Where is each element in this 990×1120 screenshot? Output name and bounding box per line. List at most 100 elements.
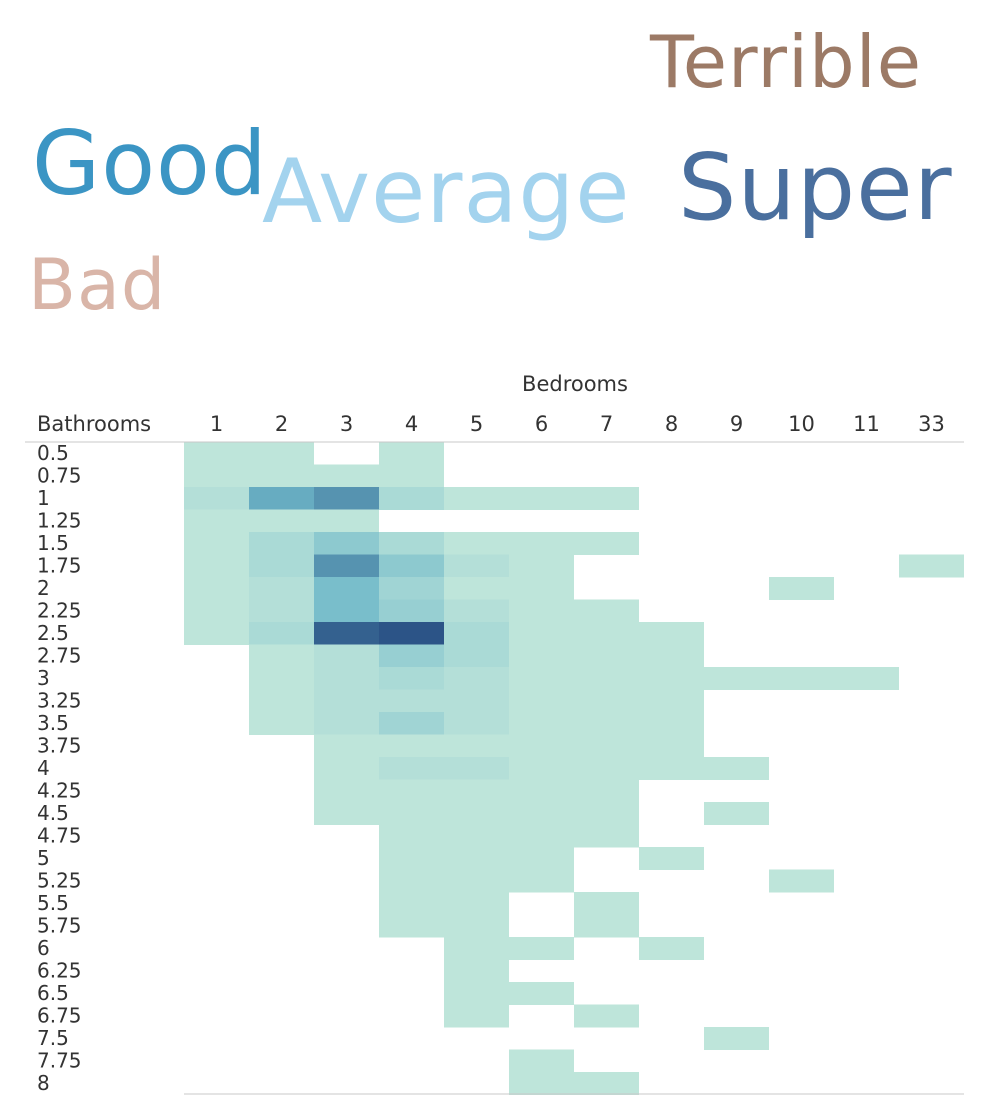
heatmap-cell <box>509 734 574 758</box>
heatmap-cell <box>379 622 444 645</box>
heatmap-cell <box>574 532 639 555</box>
heatmap-cell <box>574 757 639 780</box>
heatmap-cell <box>379 442 444 465</box>
heatmap-cell <box>379 779 444 803</box>
row-label: 3 <box>37 666 50 690</box>
heatmap-cell <box>509 847 574 870</box>
heatmap-cell <box>574 667 639 690</box>
row-label: 4.5 <box>37 801 69 825</box>
heatmap-cell <box>379 532 444 555</box>
heatmap-cell <box>444 577 509 600</box>
heatmap-cell <box>249 667 314 690</box>
heatmap-cell <box>249 599 314 623</box>
heatmap-cell <box>444 779 509 803</box>
heatmap-cell <box>704 757 769 780</box>
column-label: 8 <box>665 412 678 436</box>
heatmap-cell <box>249 509 314 533</box>
heatmap-cell <box>184 509 249 533</box>
column-label: 7 <box>600 412 613 436</box>
heatmap-cell <box>314 554 379 578</box>
heatmap-cell <box>314 622 379 645</box>
heatmap-cell <box>314 464 379 488</box>
heatmap-cell <box>379 712 444 735</box>
heatmap-cell <box>444 802 509 825</box>
heatmap-cell <box>184 577 249 600</box>
heatmap-cell <box>314 689 379 713</box>
heatmap-cell <box>444 869 509 893</box>
heatmap-cell <box>509 532 574 555</box>
heatmap-cell <box>444 622 509 645</box>
heatmap-cell <box>574 1072 639 1095</box>
row-label: 1 <box>37 486 50 510</box>
heatmap-cell <box>639 734 704 758</box>
heatmap-cell <box>509 487 574 510</box>
heatmap-cell <box>574 914 639 938</box>
heatmap-cell <box>379 554 444 578</box>
heatmap-cell <box>379 667 444 690</box>
row-label: 6.25 <box>37 959 82 983</box>
heatmap-cell <box>444 599 509 623</box>
heatmap-cell <box>249 577 314 600</box>
heatmap-cell <box>639 644 704 668</box>
heatmap-cell <box>639 937 704 960</box>
heatmap-cell <box>509 1049 574 1073</box>
heatmap-cell <box>314 779 379 803</box>
heatmap-cell <box>379 802 444 825</box>
heatmap-cell <box>769 869 834 893</box>
row-label: 2 <box>37 576 50 600</box>
row-label: 4.75 <box>37 824 82 848</box>
row-label: 8 <box>37 1071 50 1095</box>
heatmap-cell <box>379 824 444 848</box>
heatmap-cell <box>509 982 574 1005</box>
heatmap-cell <box>574 622 639 645</box>
row-label: 6.75 <box>37 1004 82 1028</box>
row-label: 1.25 <box>37 509 82 533</box>
heatmap-cell <box>574 599 639 623</box>
row-label: 6.5 <box>37 981 69 1005</box>
column-label: 3 <box>340 412 353 436</box>
row-label: 1.75 <box>37 554 82 578</box>
heatmap-cells <box>184 442 964 1095</box>
column-label: 1 <box>210 412 223 436</box>
row-label: 1.5 <box>37 531 69 555</box>
heatmap-cell <box>184 532 249 555</box>
heatmap-cell <box>509 757 574 780</box>
heatmap-cell <box>509 712 574 735</box>
row-label: 4.25 <box>37 779 82 803</box>
row-label: 6 <box>37 936 50 960</box>
heatmap-cell <box>444 824 509 848</box>
heatmap-cell <box>574 689 639 713</box>
heatmap-cell <box>509 779 574 803</box>
heatmap-cell <box>639 757 704 780</box>
heatmap-cell <box>314 599 379 623</box>
row-label: 3.25 <box>37 689 82 713</box>
heatmap-cell <box>509 824 574 848</box>
heatmap-cell <box>444 532 509 555</box>
heatmap-cell <box>574 487 639 510</box>
heatmap-cell <box>639 712 704 735</box>
word-average: Average <box>262 140 631 243</box>
heatmap-cell <box>639 667 704 690</box>
row-label: 5.5 <box>37 891 69 915</box>
heatmap-cell <box>834 667 899 690</box>
heatmap-cell <box>444 757 509 780</box>
heatmap-cell <box>444 554 509 578</box>
heatmap-cell <box>379 599 444 623</box>
heatmap-cell <box>444 644 509 668</box>
heatmap-cell <box>249 554 314 578</box>
heatmap-cell <box>184 442 249 465</box>
heatmap-cell <box>639 622 704 645</box>
heatmap-cell <box>444 667 509 690</box>
heatmap-cell <box>444 937 509 960</box>
word-bad: Bad <box>28 244 167 326</box>
heatmap-cell <box>509 644 574 668</box>
heatmap-cell <box>249 487 314 510</box>
column-label: 6 <box>535 412 548 436</box>
row-label: 0.75 <box>37 464 82 488</box>
heatmap-cell <box>249 712 314 735</box>
heatmap-cell <box>184 599 249 623</box>
heatmap-cell <box>509 802 574 825</box>
heatmap-cell <box>444 959 509 983</box>
heatmap-cell <box>509 577 574 600</box>
